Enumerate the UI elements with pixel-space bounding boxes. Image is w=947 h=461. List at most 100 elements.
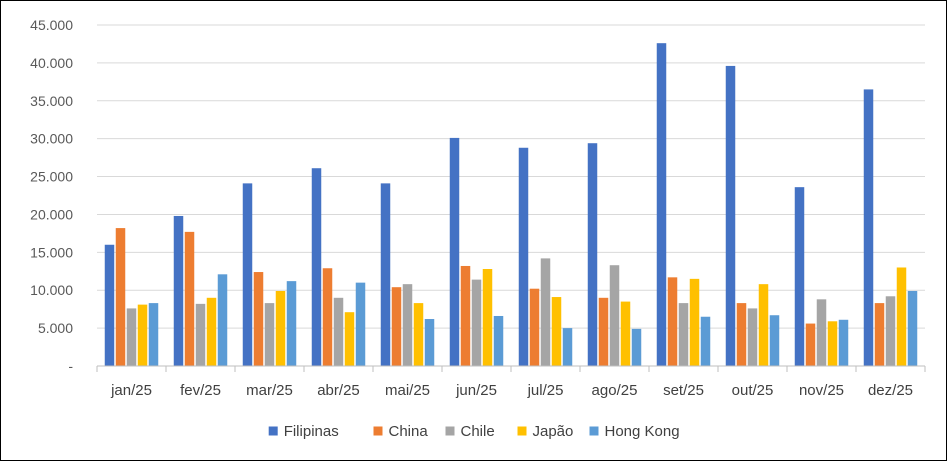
x-category-label: jun/25 — [455, 382, 497, 399]
legend: Filipinas China Chile Japão Hong Kong — [268, 423, 680, 440]
bar-filipinas-out-25 — [725, 65, 736, 367]
bar-hong-kong-nov-25 — [838, 319, 849, 366]
x-category-label: jan/25 — [110, 382, 152, 399]
bar-filipinas-jun-25 — [449, 137, 460, 366]
bar-hong-kong-set-25 — [700, 316, 711, 366]
bar-japão-ago-25 — [620, 301, 631, 366]
bars — [104, 43, 918, 367]
bar-chile-ago-25 — [609, 265, 620, 366]
bar-china-jun-25 — [460, 265, 471, 366]
bar-japão-jan-25 — [137, 304, 148, 366]
y-tick-label: 5.000 — [38, 320, 73, 336]
bar-hong-kong-ago-25 — [631, 328, 642, 366]
legend-label-chile: Chile — [461, 423, 495, 440]
legend-swatch-japão — [517, 426, 527, 436]
bar-china-ago-25 — [598, 297, 609, 366]
bar-japão-nov-25 — [827, 321, 838, 366]
bar-chile-nov-25 — [816, 299, 827, 366]
legend-label-japão: Japão — [533, 423, 574, 440]
bar-japão-abr-25 — [344, 312, 355, 366]
bar-china-abr-25 — [322, 268, 333, 366]
x-category-label: fev/25 — [180, 382, 221, 399]
bar-china-nov-25 — [805, 323, 816, 366]
x-axis — [96, 365, 926, 372]
bar-filipinas-abr-25 — [311, 168, 322, 366]
x-category-label: mar/25 — [246, 382, 293, 399]
x-category-label: mai/25 — [385, 382, 430, 399]
bar-chile-jan-25 — [126, 308, 137, 366]
gridlines — [97, 24, 925, 329]
legend-label-hong-kong: Hong Kong — [605, 423, 680, 440]
bar-hong-kong-mar-25 — [286, 281, 297, 366]
y-tick-label: 35.000 — [30, 93, 73, 109]
bar-china-mai-25 — [391, 287, 402, 366]
bar-chile-abr-25 — [333, 297, 344, 366]
bar-hong-kong-jun-25 — [493, 315, 504, 366]
bar-china-jan-25 — [115, 228, 126, 366]
x-category-label: dez/25 — [868, 382, 913, 399]
bar-filipinas-ago-25 — [587, 143, 598, 366]
y-tick-label: 45.000 — [30, 17, 73, 33]
legend-swatch-hong-kong — [589, 426, 599, 436]
bar-hong-kong-out-25 — [769, 315, 780, 366]
bar-japão-set-25 — [689, 278, 700, 366]
y-tick-label: 20.000 — [30, 206, 73, 222]
bar-china-set-25 — [667, 277, 678, 366]
legend-label-china: China — [389, 423, 429, 440]
y-tick-label: 30.000 — [30, 131, 73, 147]
bar-filipinas-jul-25 — [518, 147, 529, 366]
x-category-label: ago/25 — [592, 382, 638, 399]
x-axis-category-labels: jan/25 fev/25 mar/25 abr/25 mai/25 jun/25 jul/… — [110, 382, 913, 399]
bar-chile-mar-25 — [264, 303, 275, 366]
y-tick-label: 10.000 — [30, 282, 73, 298]
bar-hong-kong-jul-25 — [562, 328, 573, 366]
bar-china-out-25 — [736, 303, 747, 366]
bar-filipinas-fev-25 — [173, 215, 184, 366]
bar-china-dez-25 — [874, 303, 885, 366]
bar-filipinas-jan-25 — [104, 244, 115, 366]
x-category-label: set/25 — [663, 382, 704, 399]
bar-filipinas-mar-25 — [242, 183, 253, 366]
bar-chile-out-25 — [747, 308, 758, 366]
legend-swatch-chile — [445, 426, 455, 436]
bar-chile-mai-25 — [402, 284, 413, 366]
bar-hong-kong-fev-25 — [217, 274, 228, 366]
bar-hong-kong-jan-25 — [148, 303, 159, 366]
bar-hong-kong-mai-25 — [424, 319, 435, 366]
bar-chile-set-25 — [678, 303, 689, 366]
bar-chile-fev-25 — [195, 303, 206, 366]
x-category-label: abr/25 — [317, 382, 360, 399]
bar-china-fev-25 — [184, 231, 195, 366]
bar-china-mar-25 — [253, 272, 264, 366]
legend-swatch-china — [373, 426, 383, 436]
bar-filipinas-dez-25 — [863, 89, 874, 367]
bar-chile-jun-25 — [471, 279, 482, 366]
bar-japão-jul-25 — [551, 297, 562, 366]
x-category-label: nov/25 — [799, 382, 844, 399]
bar-japão-jun-25 — [482, 269, 493, 366]
bar-hong-kong-dez-25 — [907, 290, 918, 366]
bar-filipinas-mai-25 — [380, 183, 391, 366]
y-tick-label: 25.000 — [30, 169, 73, 185]
bar-china-jul-25 — [529, 288, 540, 366]
bar-hong-kong-abr-25 — [355, 282, 366, 366]
legend-swatch-filipinas — [268, 426, 278, 436]
bar-chile-dez-25 — [885, 296, 896, 366]
y-axis-tick-labels: - 5.000 10.000 15.000 20.000 25.000 30.000 35.0… — [30, 17, 73, 374]
bar-japão-mai-25 — [413, 303, 424, 366]
bar-japão-mar-25 — [275, 290, 286, 366]
x-category-label: jul/25 — [527, 382, 564, 399]
x-category-label: out/25 — [732, 382, 774, 399]
bar-japão-fev-25 — [206, 297, 217, 366]
y-tick-label: 15.000 — [30, 244, 73, 260]
bar-filipinas-set-25 — [656, 43, 667, 366]
legend-label-filipinas: Filipinas — [284, 423, 339, 440]
bar-japão-dez-25 — [896, 267, 907, 366]
bar-japão-out-25 — [758, 284, 769, 366]
y-tick-label: 40.000 — [30, 55, 73, 71]
y-tick-label: - — [68, 358, 73, 374]
bar-filipinas-nov-25 — [794, 187, 805, 366]
bar-chile-jul-25 — [540, 258, 551, 366]
